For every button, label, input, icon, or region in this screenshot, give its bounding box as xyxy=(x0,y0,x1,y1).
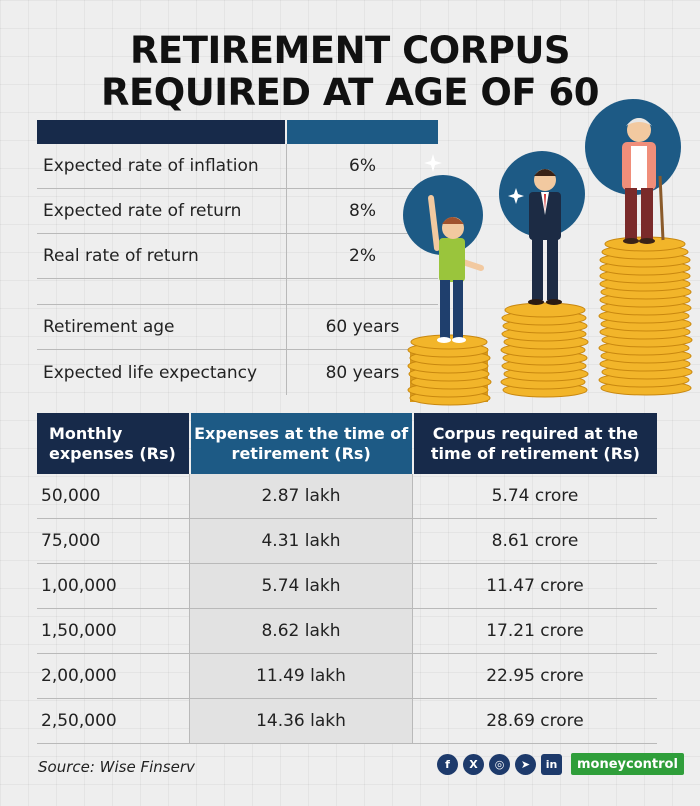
header-corpus-required: Corpus required at the time of retiremen… xyxy=(413,413,657,474)
parameters-header-left xyxy=(37,120,285,144)
coin-stack-2 xyxy=(500,302,589,398)
cell-expenses-at-retirement: 2.87 lakh xyxy=(189,474,413,518)
corpus-table-header: Monthly expenses (Rs) Expenses at the ti… xyxy=(37,413,657,474)
param-label: Expected rate of inflation xyxy=(37,144,287,188)
social-links: f X ◎ ➤ in moneycontrol xyxy=(437,753,684,775)
instagram-icon[interactable]: ◎ xyxy=(489,753,510,775)
cell-monthly-expenses: 75,000 xyxy=(41,531,101,551)
param-row-retirement-age: Retirement age 60 years xyxy=(37,305,438,350)
people-on-coins-illustration xyxy=(403,99,693,406)
header-monthly-expenses: Monthly expenses (Rs) xyxy=(37,413,189,474)
param-value: 60 years xyxy=(325,317,400,337)
middle-aged-person-figure xyxy=(528,169,562,305)
cell-expenses-at-retirement: 8.62 lakh xyxy=(189,609,413,653)
cell-expenses-at-retirement: 4.31 lakh xyxy=(189,519,413,563)
title-line-2: REQUIRED AT AGE OF 60 xyxy=(100,71,600,114)
moneycontrol-logo[interactable]: moneycontrol xyxy=(571,753,684,775)
param-row-real-return: Real rate of return 2% xyxy=(37,234,438,279)
cell-corpus-required: 8.61 crore xyxy=(491,531,579,551)
table-row: 2,50,000 14.36 lakh 28.69 crore xyxy=(37,699,657,744)
x-icon[interactable]: X xyxy=(463,753,484,775)
param-label: Expected rate of return xyxy=(37,189,287,233)
telegram-icon[interactable]: ➤ xyxy=(515,753,536,775)
param-value: 8% xyxy=(349,201,376,221)
table-row: 1,50,000 8.62 lakh 17.21 crore xyxy=(37,609,657,654)
coin-stack-1 xyxy=(407,334,492,406)
sparkle-icons xyxy=(424,154,524,204)
cell-monthly-expenses: 2,00,000 xyxy=(41,666,117,686)
param-label: Real rate of return xyxy=(37,234,287,278)
parameters-header xyxy=(37,120,438,144)
table-row: 1,00,000 5.74 lakh 11.47 crore xyxy=(37,564,657,609)
cell-monthly-expenses: 1,50,000 xyxy=(41,621,117,641)
cell-corpus-required: 28.69 crore xyxy=(486,711,584,731)
parameters-header-right xyxy=(286,120,438,144)
cell-expenses-at-retirement: 11.49 lakh xyxy=(189,654,413,698)
param-row-inflation: Expected rate of inflation 6% xyxy=(37,144,438,189)
param-value: 6% xyxy=(349,156,376,176)
parameters-table: Expected rate of inflation 6% Expected r… xyxy=(37,120,438,395)
cell-corpus-required: 5.74 crore xyxy=(491,486,579,506)
cell-monthly-expenses: 2,50,000 xyxy=(41,711,117,731)
cell-expenses-at-retirement: 5.74 lakh xyxy=(189,564,413,608)
param-value: 80 years xyxy=(325,362,400,383)
table-row: 75,000 4.31 lakh 8.61 crore xyxy=(37,519,657,564)
coin-stack-3 xyxy=(598,236,693,396)
young-person-figure xyxy=(428,195,484,343)
param-label: Expected life expectancy xyxy=(37,350,287,395)
table-row: 50,000 2.87 lakh 5.74 crore xyxy=(37,474,657,519)
linkedin-icon[interactable]: in xyxy=(541,753,562,775)
param-row-life-expectancy: Expected life expectancy 80 years xyxy=(37,350,438,395)
param-row-spacer xyxy=(37,279,438,305)
elderly-person-figure xyxy=(622,118,665,244)
header-expenses-at-retirement: Expenses at the time of retirement (Rs) xyxy=(190,413,412,474)
cell-corpus-required: 17.21 crore xyxy=(486,621,584,641)
table-row: 2,00,000 11.49 lakh 22.95 crore xyxy=(37,654,657,699)
cell-corpus-required: 22.95 crore xyxy=(486,666,584,686)
corpus-table: Monthly expenses (Rs) Expenses at the ti… xyxy=(37,413,657,744)
cell-monthly-expenses: 1,00,000 xyxy=(41,576,117,596)
cell-monthly-expenses: 50,000 xyxy=(41,486,101,506)
cell-expenses-at-retirement: 14.36 lakh xyxy=(189,699,413,743)
circle-backdrop-1 xyxy=(403,175,483,255)
param-label xyxy=(37,279,287,304)
source-note: Source: Wise Finserv xyxy=(38,758,195,776)
param-value: 2% xyxy=(349,246,376,266)
cell-corpus-required: 11.47 crore xyxy=(486,576,584,596)
facebook-icon[interactable]: f xyxy=(437,753,458,775)
page-title: RETIREMENT CORPUS REQUIRED AT AGE OF 60 xyxy=(0,30,700,114)
title-line-1: RETIREMENT CORPUS xyxy=(129,29,571,72)
param-row-return: Expected rate of return 8% xyxy=(37,189,438,234)
param-label: Retirement age xyxy=(37,305,287,349)
